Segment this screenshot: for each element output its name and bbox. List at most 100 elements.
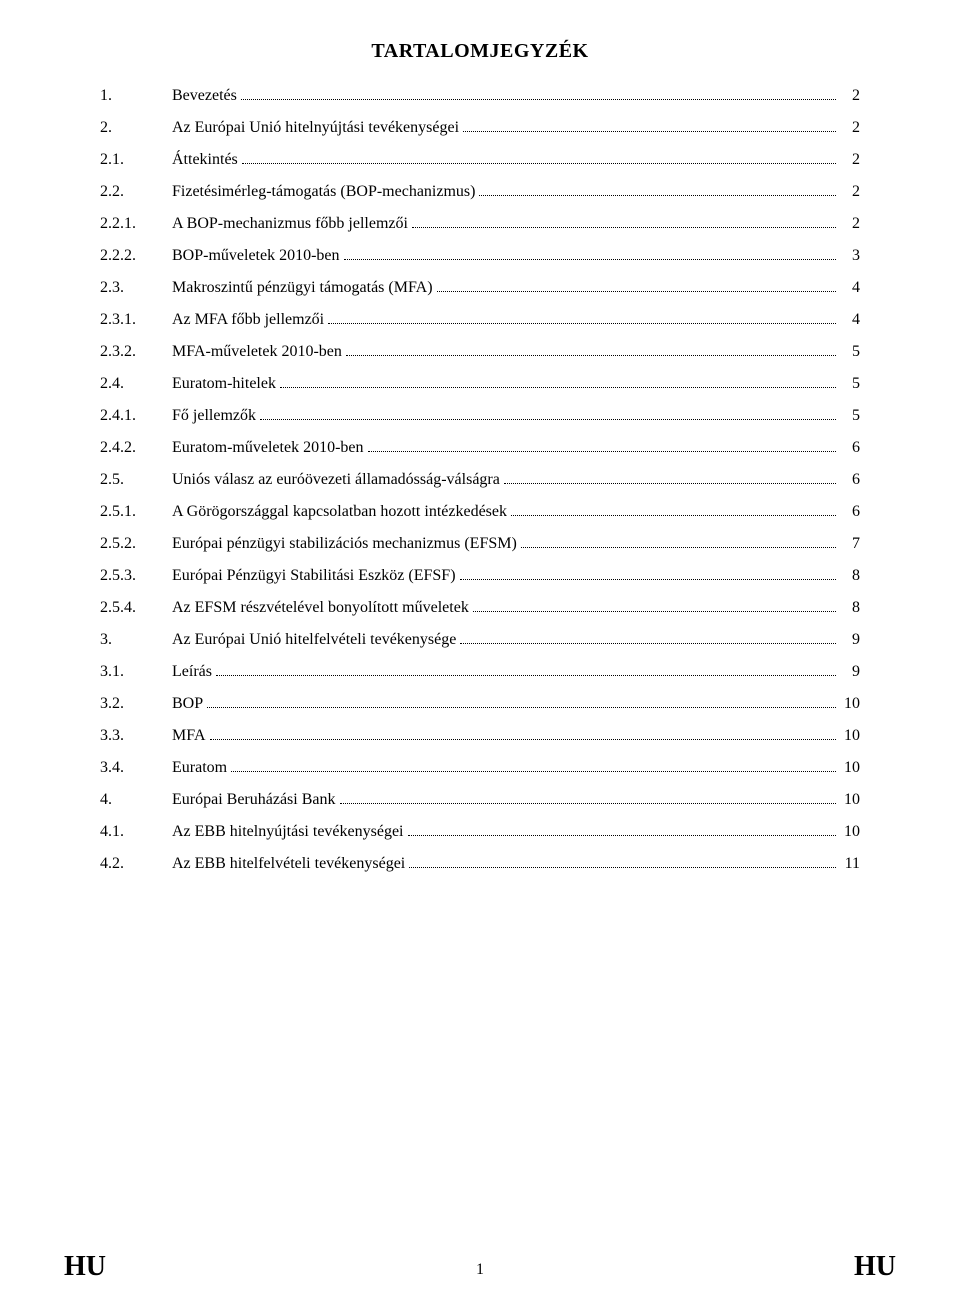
toc-entry-title: Bevezetés <box>172 87 237 105</box>
toc-entry-title: Az EFSM részvételével bonyolított művele… <box>172 599 469 617</box>
toc-entry-page: 9 <box>840 631 860 649</box>
toc-entry-title: MFA-műveletek 2010-ben <box>172 343 342 361</box>
toc-entry-page: 4 <box>840 279 860 297</box>
toc-entry-number: 1. <box>100 87 172 105</box>
toc-row: 2.Az Európai Unió hitelnyújtási tevékeny… <box>100 119 860 137</box>
toc-leader-dots <box>207 707 836 708</box>
toc-entry-number: 2.4.1. <box>100 407 172 425</box>
toc-row: 2.3.Makroszintű pénzügyi támogatás (MFA)… <box>100 279 860 297</box>
toc-leader-dots <box>328 323 836 324</box>
toc-row: 3.2.BOP10 <box>100 695 860 713</box>
toc-leader-dots <box>409 867 836 868</box>
toc-leader-dots <box>340 803 837 804</box>
toc-entry-page: 3 <box>840 247 860 265</box>
toc-entry-number: 2.3.1. <box>100 311 172 329</box>
toc-leader-dots <box>408 835 837 836</box>
page: TARTALOMJEGYZÉK 1.Bevezetés22.Az Európai… <box>0 0 960 1313</box>
toc-leader-dots <box>210 739 837 740</box>
toc-entry-title: Makroszintű pénzügyi támogatás (MFA) <box>172 279 433 297</box>
toc-entry-page: 4 <box>840 311 860 329</box>
toc-entry-number: 2.4. <box>100 375 172 393</box>
toc-row: 2.3.1.Az MFA főbb jellemzői 4 <box>100 311 860 329</box>
toc-leader-dots <box>242 163 836 164</box>
toc-entry-number: 2.2. <box>100 183 172 201</box>
toc-entry-title: Európai pénzügyi stabilizációs mechanizm… <box>172 535 517 553</box>
toc-row: 2.4.Euratom-hitelek 5 <box>100 375 860 393</box>
toc-entry-title: Uniós válasz az euróövezeti államadósság… <box>172 471 500 489</box>
toc-leader-dots <box>346 355 836 356</box>
toc-leader-dots <box>463 131 836 132</box>
toc-entry-page: 10 <box>840 791 860 809</box>
toc-entry-number: 3. <box>100 631 172 649</box>
toc-entry-number: 2.3. <box>100 279 172 297</box>
toc-entry-title: Leírás <box>172 663 212 681</box>
toc-leader-dots <box>511 515 836 516</box>
toc-row: 3.Az Európai Unió hitelfelvételi tevéken… <box>100 631 860 649</box>
toc-row: 2.2.Fizetésimérleg-támogatás (BOP-mechan… <box>100 183 860 201</box>
toc-entry-title: Az MFA főbb jellemzői <box>172 311 324 329</box>
toc-row: 2.2.1.A BOP-mechanizmus főbb jellemzői 2 <box>100 215 860 233</box>
toc-entry-number: 3.4. <box>100 759 172 777</box>
toc-entry-title: Az EBB hitelfelvételi tevékenységei <box>172 855 405 873</box>
toc-entry-title: Euratom-hitelek <box>172 375 276 393</box>
footer-page-number: 1 <box>476 1261 484 1279</box>
toc-entry-number: 2.2.1. <box>100 215 172 233</box>
toc-entry-number: 2.2.2. <box>100 247 172 265</box>
toc-row: 2.5.2.Európai pénzügyi stabilizációs mec… <box>100 535 860 553</box>
toc-entry-number: 3.3. <box>100 727 172 745</box>
toc-entry-page: 8 <box>840 567 860 585</box>
toc-entry-page: 2 <box>840 119 860 137</box>
toc-row: 2.4.2.Euratom-műveletek 2010-ben6 <box>100 439 860 457</box>
toc-entry-number: 4.2. <box>100 855 172 873</box>
toc-entry-number: 4. <box>100 791 172 809</box>
toc-entry-page: 9 <box>840 663 860 681</box>
toc-entry-number: 2.5.2. <box>100 535 172 553</box>
toc-entry-page: 2 <box>840 215 860 233</box>
toc-entry-title: Fizetésimérleg-támogatás (BOP-mechanizmu… <box>172 183 475 201</box>
toc-leader-dots <box>241 99 836 100</box>
toc-row: 4.1.Az EBB hitelnyújtási tevékenységei10 <box>100 823 860 841</box>
toc-entry-page: 5 <box>840 407 860 425</box>
toc-row: 2.5.Uniós válasz az euróövezeti államadó… <box>100 471 860 489</box>
toc-leader-dots <box>412 227 836 228</box>
toc-entry-title: BOP <box>172 695 203 713</box>
toc-leader-dots <box>231 771 836 772</box>
toc-leader-dots <box>460 579 836 580</box>
toc-entry-page: 10 <box>840 727 860 745</box>
toc-row: 2.1.Áttekintés2 <box>100 151 860 169</box>
toc-row: 2.5.4.Az EFSM részvételével bonyolított … <box>100 599 860 617</box>
toc-entry-page: 11 <box>840 855 860 873</box>
toc-entry-page: 6 <box>840 503 860 521</box>
toc-row: 2.3.2.MFA-műveletek 2010-ben5 <box>100 343 860 361</box>
toc-entry-title: Európai Pénzügyi Stabilitási Eszköz (EFS… <box>172 567 456 585</box>
toc-leader-dots <box>479 195 836 196</box>
toc-row: 3.3.MFA10 <box>100 727 860 745</box>
toc-entry-title: Euratom <box>172 759 227 777</box>
toc-entry-page: 7 <box>840 535 860 553</box>
toc-entry-number: 2.5.4. <box>100 599 172 617</box>
toc-entry-page: 5 <box>840 375 860 393</box>
toc-entry-number: 2.1. <box>100 151 172 169</box>
toc-row: 2.2.2.BOP-műveletek 2010-ben 3 <box>100 247 860 265</box>
toc-entry-title: Az Európai Unió hitelfelvételi tevékenys… <box>172 631 456 649</box>
toc-entry-title: Euratom-műveletek 2010-ben <box>172 439 364 457</box>
toc-entry-title: A BOP-mechanizmus főbb jellemzői <box>172 215 408 233</box>
toc-leader-dots <box>504 483 836 484</box>
toc-row: 2.5.3.Európai Pénzügyi Stabilitási Eszkö… <box>100 567 860 585</box>
toc-entry-page: 10 <box>840 695 860 713</box>
toc-entry-page: 6 <box>840 439 860 457</box>
toc-entry-number: 4.1. <box>100 823 172 841</box>
toc-row: 4.Európai Beruházási Bank 10 <box>100 791 860 809</box>
toc-row: 2.5.1.A Görögországgal kapcsolatban hozo… <box>100 503 860 521</box>
toc-entry-page: 5 <box>840 343 860 361</box>
toc-row: 1.Bevezetés2 <box>100 87 860 105</box>
toc-row: 4.2.Az EBB hitelfelvételi tevékenységei 1… <box>100 855 860 873</box>
toc-leader-dots <box>216 675 836 676</box>
toc-leader-dots <box>280 387 836 388</box>
toc-entry-title: A Görögországgal kapcsolatban hozott int… <box>172 503 507 521</box>
toc-leader-dots <box>260 419 836 420</box>
toc-entry-title: Európai Beruházási Bank <box>172 791 336 809</box>
toc-entry-title: Az Európai Unió hitelnyújtási tevékenysé… <box>172 119 459 137</box>
toc-entry-title: BOP-műveletek 2010-ben <box>172 247 340 265</box>
toc-entry-page: 8 <box>840 599 860 617</box>
